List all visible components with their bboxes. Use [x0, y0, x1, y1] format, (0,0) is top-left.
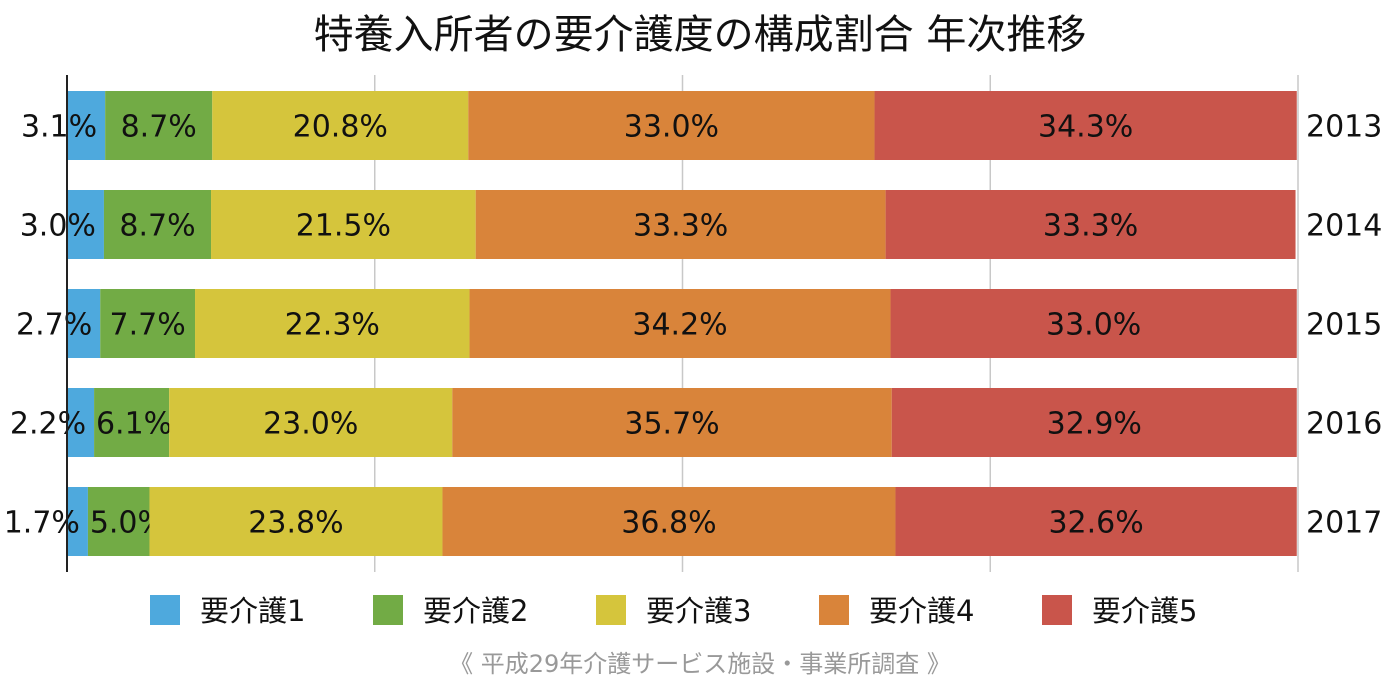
data-label: 32.9%: [1047, 407, 1142, 442]
bar-segment: [67, 388, 95, 457]
bar-segment: [212, 91, 469, 160]
data-label: 7.7%: [110, 308, 186, 343]
bar-segment: [211, 190, 476, 259]
category-label: 2014: [1306, 209, 1382, 244]
bar-segment: [895, 487, 1297, 556]
category-label: 2016: [1306, 407, 1382, 442]
legend-swatch: [373, 595, 403, 625]
legend-label: 要介護3: [646, 594, 751, 628]
category-label: 2017: [1306, 506, 1382, 541]
data-label: 1.7%: [4, 506, 80, 541]
legend-label: 要介護5: [1092, 594, 1197, 628]
bar-segment: [67, 91, 106, 160]
data-label: 22.3%: [285, 308, 380, 343]
bar-segment: [442, 487, 896, 556]
category-label: 2015: [1306, 308, 1382, 343]
bar-segment: [67, 289, 101, 358]
bar-segment: [874, 91, 1297, 160]
bar-segment: [67, 487, 88, 556]
data-label: 3.1%: [21, 110, 97, 145]
category-label: 2013: [1306, 110, 1382, 145]
bar-segment: [105, 91, 213, 160]
bar-segment: [67, 190, 104, 259]
data-label: 34.3%: [1038, 110, 1133, 145]
data-label: 36.8%: [621, 506, 716, 541]
bar-segment: [468, 91, 875, 160]
data-label: 23.8%: [248, 506, 343, 541]
bar-segment: [94, 388, 170, 457]
data-label: 35.7%: [624, 407, 719, 442]
bar-segment: [87, 487, 150, 556]
bar-segment: [195, 289, 470, 358]
data-label: 34.2%: [632, 308, 727, 343]
legend-swatch: [1042, 595, 1072, 625]
data-label: 6.1%: [96, 407, 172, 442]
bar-segment: [169, 388, 453, 457]
data-label: 33.3%: [633, 209, 728, 244]
bar-segment: [100, 289, 196, 358]
bar-segment: [475, 190, 886, 259]
bar-segment: [452, 388, 892, 457]
legend-swatch: [596, 595, 626, 625]
bar-segment: [469, 289, 891, 358]
legend-label: 要介護2: [423, 594, 528, 628]
bar-segment: [890, 289, 1297, 358]
bar-segment: [103, 190, 212, 259]
data-label: 2.2%: [10, 407, 86, 442]
data-label: 2.7%: [16, 308, 92, 343]
data-label: 33.0%: [1046, 308, 1141, 343]
bar-segment: [891, 388, 1297, 457]
data-label: 21.5%: [296, 209, 391, 244]
bar-segment: [149, 487, 443, 556]
data-label: 20.8%: [293, 110, 388, 145]
legend-label: 要介護4: [869, 594, 974, 628]
data-label: 8.7%: [121, 110, 197, 145]
legend-label: 要介護1: [200, 594, 305, 628]
legend-swatch: [819, 595, 849, 625]
data-label: 33.0%: [624, 110, 719, 145]
legend-swatch: [150, 595, 180, 625]
chart-title: 特養入所者の要介護度の構成割合 年次推移: [313, 12, 1087, 58]
source-note: 《 平成29年介護サービス施設・事業所調査 》: [449, 650, 951, 678]
data-label: 3.0%: [20, 209, 96, 244]
data-label: 33.3%: [1043, 209, 1138, 244]
bar-segment: [885, 190, 1296, 259]
data-label: 32.6%: [1048, 506, 1143, 541]
data-label: 23.0%: [263, 407, 358, 442]
data-label: 8.7%: [119, 209, 195, 244]
